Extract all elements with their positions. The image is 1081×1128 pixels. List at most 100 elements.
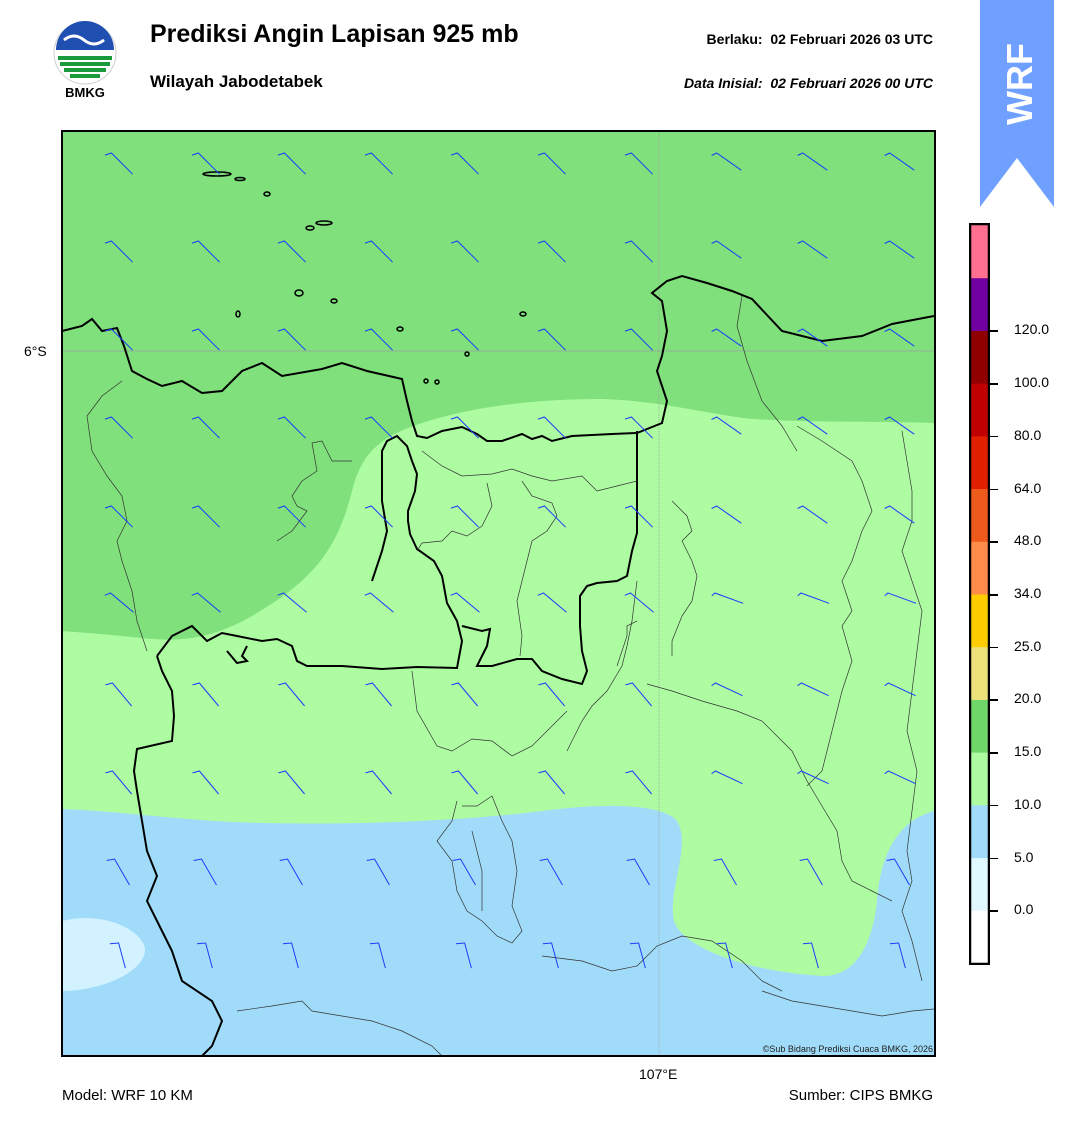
wind-barb	[451, 770, 478, 795]
wind-barb	[364, 505, 393, 528]
colorbar-segment	[971, 910, 988, 964]
colorbar-segment	[971, 594, 988, 648]
wind-barb	[191, 505, 220, 528]
wind-barb	[282, 942, 299, 969]
colorbar-label: 15.0	[1014, 743, 1042, 760]
province-boundaries	[132, 431, 638, 1057]
wind-barb	[369, 942, 386, 969]
colorbar-label: 48.0	[1014, 532, 1042, 549]
wind-barb	[797, 592, 830, 604]
wind-barb	[366, 858, 390, 886]
colorbar-tick	[990, 383, 998, 385]
valid-value: 02 Februari 2026 03 UTC	[770, 31, 933, 47]
source-label: Sumber: CIPS BMKG	[788, 1087, 933, 1104]
longitude-label: 107°E	[639, 1066, 678, 1082]
wind-barb	[450, 240, 479, 263]
wind-barb	[277, 592, 307, 613]
wind-barb	[450, 416, 479, 439]
wind-barb	[711, 770, 743, 785]
colorbar-tick	[990, 910, 998, 912]
page-title: Prediksi Angin Lapisan 925 mb	[150, 20, 519, 48]
wind-barb	[797, 682, 829, 697]
wind-barb	[193, 858, 217, 886]
wind-barb	[797, 328, 828, 347]
init-value: 02 Februari 2026 00 UTC	[770, 75, 933, 91]
wind-barb	[192, 682, 219, 707]
wind-barb	[106, 858, 130, 886]
wind-barb	[104, 240, 133, 263]
wind-barb	[884, 240, 915, 259]
colorbar	[968, 222, 991, 966]
wind-barb	[191, 152, 220, 175]
colorbar-tick	[990, 594, 998, 596]
wind-barb	[109, 942, 126, 969]
wind-barb	[625, 770, 652, 795]
init-label: Data Inisial:	[683, 75, 763, 91]
wind-barb	[450, 152, 479, 175]
wind-barb	[104, 592, 134, 613]
coastline	[61, 274, 935, 443]
wind-speed-zone-5-10	[62, 805, 934, 1056]
wind-barb	[277, 505, 306, 528]
wind-barb	[537, 152, 566, 175]
wind-barb	[191, 592, 221, 613]
wind-barb	[539, 858, 563, 886]
wind-barb	[104, 328, 133, 351]
wind-barb	[624, 240, 653, 263]
colorbar-segment	[971, 857, 988, 911]
wind-barb	[277, 240, 306, 263]
wind-barb	[624, 592, 654, 613]
wind-barb	[105, 682, 132, 707]
colorbar-label: 100.0	[1014, 374, 1050, 391]
colorbar-tick	[990, 435, 998, 438]
wind-barb	[455, 942, 472, 969]
wind-barb	[192, 770, 219, 795]
wind-barb	[711, 152, 742, 171]
bmkg-logo-icon	[52, 20, 118, 102]
wind-barb	[191, 328, 220, 351]
colorbar-segment	[971, 804, 988, 859]
wrf-ribbon-shape	[980, 0, 1054, 207]
wind-speed-zone-15-20	[62, 131, 934, 640]
wrf-badge: WRF	[980, 0, 1054, 210]
wind-barb	[450, 592, 480, 613]
wind-barb	[886, 858, 910, 886]
wind-barb	[537, 505, 566, 528]
wind-barb	[279, 858, 303, 886]
model-label: Model: WRF 10 KM	[62, 1087, 193, 1104]
wind-barb	[277, 328, 306, 351]
wind-barb	[364, 328, 393, 351]
wind-barb	[537, 240, 566, 263]
wind-barb	[802, 942, 819, 969]
colorbar-segment	[971, 277, 988, 331]
colorbar-tick	[990, 646, 998, 649]
wind-barb	[450, 505, 479, 528]
wind-barb	[196, 942, 213, 969]
colorbar-tick	[990, 488, 998, 491]
wind-barb	[277, 416, 306, 439]
wind-barb	[884, 152, 915, 171]
colorbar-segment	[971, 330, 988, 384]
copyright-text: ©Sub Bidang Prediksi Cuaca BMKG, 2026	[762, 1044, 933, 1054]
wind-barb	[364, 240, 393, 263]
wind-barb	[538, 770, 565, 795]
wind-barb	[452, 858, 476, 886]
wind-barb	[884, 505, 915, 524]
logo-text: BMKG	[65, 85, 105, 100]
colorbar-tick	[990, 541, 998, 543]
wind-barb	[624, 416, 653, 439]
colorbar-tick	[990, 330, 998, 332]
latitude-label: 6°S	[24, 343, 47, 359]
wind-barb-layer	[104, 152, 917, 969]
wrf-badge-text: WRF	[999, 43, 1040, 125]
wind-barb	[542, 942, 559, 969]
colorbar-label: 120.0	[1014, 321, 1050, 338]
colorbar-label: 80.0	[1014, 426, 1042, 443]
wind-barb	[624, 328, 653, 351]
wind-barb	[626, 858, 650, 886]
wind-barb	[797, 505, 828, 524]
wind-barb	[538, 682, 565, 707]
wind-barb	[711, 682, 743, 697]
init-time: Data Inisial: 02 Februari 2026 00 UTC	[684, 75, 933, 91]
wind-barb	[799, 858, 823, 886]
